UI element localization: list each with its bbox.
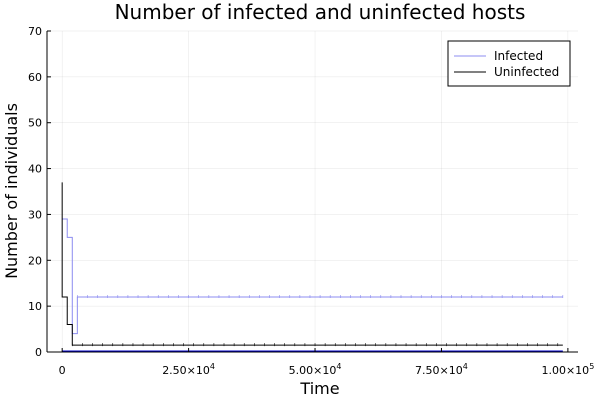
legend-box bbox=[447, 40, 571, 87]
y-tick-label: 30 bbox=[28, 208, 42, 221]
y-tick-label: 50 bbox=[28, 117, 42, 130]
legend-label-infected: Infected bbox=[494, 49, 543, 63]
y-axis-title: Number of individuals bbox=[2, 103, 21, 279]
y-tick-label: 70 bbox=[28, 25, 42, 38]
x-tick-label: 0 bbox=[59, 364, 66, 377]
x-tick-label: 5.00×104 bbox=[289, 362, 342, 377]
plot-area bbox=[61, 182, 564, 353]
series-line-uninfected bbox=[61, 182, 563, 346]
y-tick-label: 10 bbox=[28, 300, 42, 313]
axes: 0 2.50×104 5.00×104 7.50×104 1.00×105 0 10 20 30… bbox=[28, 25, 594, 377]
x-tick-label: 7.50×104 bbox=[415, 362, 468, 377]
y-tick-label: 20 bbox=[28, 254, 42, 267]
legend: Infected Uninfected bbox=[447, 40, 571, 87]
x-tick-label: 1.00×105 bbox=[541, 362, 594, 377]
series-line-infected bbox=[62, 218, 563, 335]
x-tick-label: 2.50×104 bbox=[162, 362, 215, 377]
y-tick-label: 40 bbox=[28, 163, 42, 176]
legend-label-uninfected: Uninfected bbox=[494, 65, 559, 79]
chart-title: Number of infected and uninfected hosts bbox=[115, 0, 526, 24]
x-axis-title: Time bbox=[299, 379, 339, 398]
y-tick-label: 60 bbox=[28, 71, 42, 84]
y-tick-label: 0 bbox=[35, 346, 42, 359]
